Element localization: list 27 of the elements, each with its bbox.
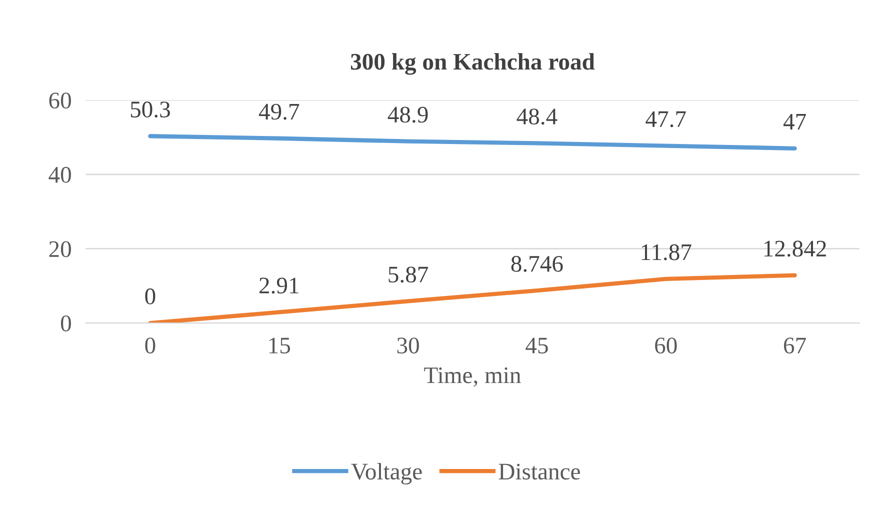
data-label: 50.3 <box>130 102 170 118</box>
x-axis-title: Time, min <box>424 367 521 387</box>
data-label: 48.9 <box>388 106 428 123</box>
data-label: 49.7 <box>258 104 300 120</box>
data-label: 12.842 <box>764 240 826 257</box>
data-label: 47 <box>783 114 806 130</box>
x-tick-label: 0 <box>145 338 156 354</box>
data-label: 0 <box>145 288 156 304</box>
data-label: 5.87 <box>388 266 428 283</box>
chart-title: 300 kg on Kachcha road <box>350 53 595 75</box>
line-series <box>148 134 797 150</box>
x-tick-label: 60 <box>655 338 677 354</box>
legend-label: Voltage <box>351 462 422 484</box>
x-tick-label: 67 <box>784 338 806 354</box>
data-label: 8.746 <box>511 256 563 272</box>
data-label: 2.91 <box>260 278 298 294</box>
y-tick-label: 40 <box>48 166 71 183</box>
data-label: 48.4 <box>516 108 558 125</box>
x-tick-label: 15 <box>269 338 290 354</box>
y-tick-label: 20 <box>49 241 71 258</box>
y-tick-label: 0 <box>60 316 71 332</box>
data-label: 11.87 <box>642 244 692 260</box>
y-tick-label: 60 <box>49 92 71 109</box>
x-tick-label: 30 <box>397 338 419 354</box>
data-label: 47.7 <box>646 111 686 128</box>
legend-label: Distance <box>498 464 580 480</box>
x-tick-label: 45 <box>526 338 548 354</box>
